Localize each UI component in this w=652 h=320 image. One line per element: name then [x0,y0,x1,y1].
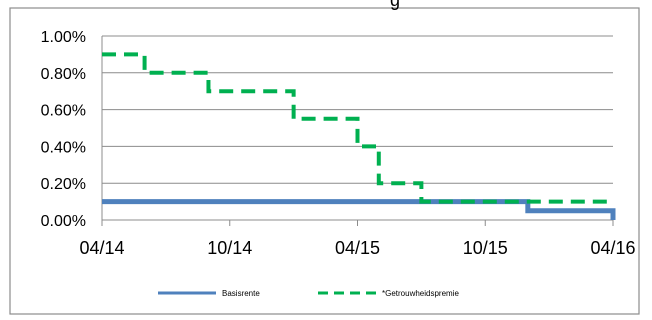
x-tick-label: 10/14 [207,238,252,258]
plot-area: 0.00% 0.20% 0.40% 0.60% 0.80% 1.00% 04/14 10/14… [41,29,636,258]
y-tick-label: 0.80% [41,66,86,83]
chart-border [9,7,640,315]
x-tick-label: 04/15 [335,238,380,258]
chart-title-fragment: g [390,0,400,10]
y-tick-label: 0.00% [41,213,86,230]
y-tick-label: 0.60% [41,103,86,120]
x-tick-label: 10/15 [463,238,508,258]
series-line-getrouwheidspremie [102,52,613,204]
legend-label: Basisrente [222,289,260,298]
y-tick-label: 0.40% [41,139,86,156]
legend: Basisrente *Getrouwheidspremie [158,289,459,298]
y-tick-label: 0.20% [41,176,86,193]
y-tick-label: 1.00% [41,29,86,46]
x-tick-label: 04/16 [590,238,635,258]
x-tick-label: 04/14 [79,238,124,258]
legend-label: *Getrouwheidspremie [382,289,459,298]
series-line-basisrente [102,199,616,220]
